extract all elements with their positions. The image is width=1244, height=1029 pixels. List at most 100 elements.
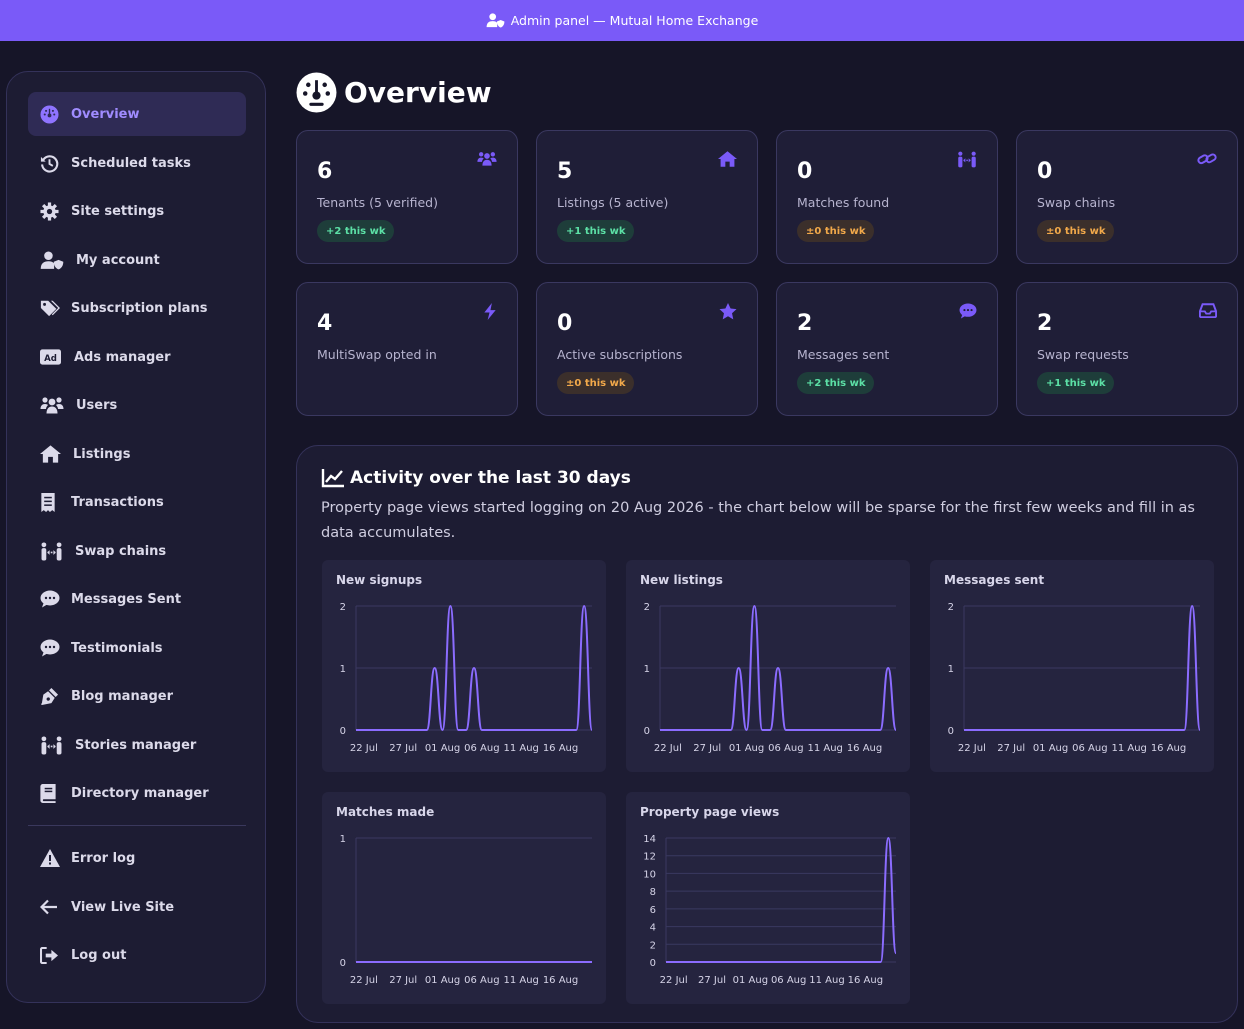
chart-new-listings: New listings 0 1 2 22 Jul 27 Jul 01 Aug 06 Aug…	[626, 560, 910, 772]
page-title-text: Overview	[344, 75, 492, 109]
x-tick-label: 01 Aug	[425, 743, 460, 754]
dashboard-icon	[296, 72, 337, 112]
x-tick-label: 27 Jul	[698, 975, 726, 986]
sidebar-item-label: Swap chains	[75, 543, 167, 559]
stat-badge: +2 this wk	[317, 220, 395, 242]
y-tick-label: 0	[948, 726, 954, 737]
y-tick-label: 2	[650, 940, 656, 951]
user-shield-icon	[40, 250, 64, 269]
sidebar-item-testimonials[interactable]: Testimonials	[28, 626, 246, 670]
sidebar-item-stories-manager[interactable]: Stories manager	[28, 723, 246, 767]
x-tick-label: 22 Jul	[654, 743, 682, 754]
sidebar-divider	[28, 825, 246, 826]
series-line	[964, 604, 1201, 731]
gear-icon	[40, 201, 59, 221]
sidebar: Overview Scheduled tasks Site settings M…	[6, 71, 266, 1003]
stat-label: Matches found	[797, 195, 890, 210]
swap-people-icon	[958, 151, 976, 168]
stat-card-listings: 5 Listings (5 active) +1 this wk	[536, 130, 758, 264]
stat-value: 0	[557, 311, 573, 336]
stat-label: Swap chains	[1037, 195, 1116, 210]
sidebar-item-blog-manager[interactable]: Blog manager	[28, 674, 246, 718]
stat-card-multiswap: 4 MultiSwap opted in	[296, 282, 518, 416]
link-icon	[1197, 153, 1217, 165]
chart-title: New signups	[336, 573, 423, 587]
users-icon	[40, 397, 64, 414]
sidebar-item-transactions[interactable]: Transactions	[28, 480, 246, 524]
svg-text:Ad: Ad	[44, 354, 57, 364]
sidebar-item-listings[interactable]: Listings	[28, 432, 246, 476]
stat-label: Messages sent	[797, 347, 890, 362]
series-line	[660, 604, 897, 732]
x-tick-label: 06 Aug	[464, 975, 499, 986]
stat-card-matches-found: 0 Matches found ±0 this wk	[776, 130, 998, 264]
x-tick-label: 27 Jul	[389, 743, 417, 754]
sidebar-item-label: Blog manager	[71, 688, 174, 704]
sidebar-item-log-out[interactable]: Log out	[28, 933, 246, 977]
sidebar-item-label: Site settings	[71, 203, 165, 219]
sidebar-item-site-settings[interactable]: Site settings	[28, 189, 246, 233]
x-tick-label: 16 Aug	[543, 743, 578, 754]
admin-panel-title: Admin panel — Mutual Home Exchange	[510, 13, 759, 28]
comment-icon	[40, 590, 60, 608]
stat-value: 0	[1037, 159, 1053, 184]
activity-title-text: Activity over the last 30 days	[350, 468, 631, 488]
receipt-icon	[41, 492, 55, 512]
sidebar-item-swap-chains[interactable]: Swap chains	[28, 529, 246, 573]
sign-out-icon	[40, 946, 58, 964]
sidebar-item-error-log[interactable]: Error log	[28, 836, 246, 880]
sidebar-item-messages-sent[interactable]: Messages Sent	[28, 577, 246, 621]
sidebar-item-label: Subscription plans	[71, 300, 208, 316]
sidebar-item-label: Messages Sent	[71, 591, 182, 607]
sidebar-item-label: Stories manager	[75, 737, 197, 753]
sidebar-item-label: Listings	[73, 446, 131, 462]
sidebar-item-my-account[interactable]: My account	[28, 238, 246, 282]
book-icon	[40, 783, 56, 803]
stat-card-tenants: 6 Tenants (5 verified) +2 this wk	[296, 130, 518, 264]
sidebar-item-overview[interactable]: Overview	[28, 92, 246, 136]
y-tick-label: 0	[340, 726, 346, 737]
x-tick-label: 22 Jul	[350, 975, 378, 986]
sidebar-item-view-live-site[interactable]: View Live Site	[28, 885, 246, 929]
y-tick-label: 10	[643, 869, 656, 880]
user-shield-icon	[486, 13, 505, 28]
sidebar-item-label: My account	[76, 252, 160, 268]
home-icon	[718, 151, 737, 167]
sidebar-item-directory-manager[interactable]: Directory manager	[28, 771, 246, 815]
stat-card-active-subscriptions: 0 Active subscriptions ±0 this wk	[536, 282, 758, 416]
line-chart: 0 1 2 22 Jul 27 Jul 01 Aug 06 Aug 11 Aug 16 Aug	[948, 602, 1201, 754]
x-tick-label: 06 Aug	[1072, 743, 1107, 754]
stat-label: Active subscriptions	[557, 347, 683, 362]
sidebar-item-ads-manager[interactable]: Ad Ads manager	[28, 335, 246, 379]
y-tick-label: 2	[340, 602, 346, 613]
chart-title: New listings	[640, 573, 723, 587]
comment-dots-icon	[40, 639, 60, 657]
line-chart: 0 2 4 6 8 10 12 14 22 Jul 27 Jul 01 Aug 06 Aug 11 Au…	[643, 834, 897, 986]
home-icon	[40, 445, 61, 463]
warning-icon	[40, 849, 60, 867]
swap-people-icon	[41, 735, 62, 755]
activity-panel: Activity over the last 30 days Property …	[296, 445, 1238, 1023]
x-tick-label: 27 Jul	[997, 743, 1025, 754]
sidebar-item-scheduled-tasks[interactable]: Scheduled tasks	[28, 141, 246, 185]
top-bar: Admin panel — Mutual Home Exchange	[0, 0, 1244, 41]
stat-badge: +1 this wk	[557, 220, 635, 242]
stat-value: 4	[317, 311, 333, 336]
sidebar-item-subscription-plans[interactable]: Subscription plans	[28, 286, 246, 330]
line-chart: 0 1 22 Jul 27 Jul 01 Aug 06 Aug 11 Aug 16 Aug	[340, 834, 592, 986]
chart-messages-sent: Messages sent 0 1 2 22 Jul 27 Jul 01 Aug 06 Au…	[930, 560, 1214, 772]
y-tick-label: 8	[650, 887, 656, 898]
stat-badge: +1 this wk	[1037, 372, 1115, 394]
y-tick-label: 1	[340, 834, 346, 845]
series-line	[666, 836, 897, 963]
series-line	[356, 604, 593, 732]
x-tick-label: 11 Aug	[809, 975, 844, 986]
chart-line-icon	[321, 469, 344, 488]
line-chart: 0 1 2 22 Jul 27 Jul 01 Aug 06 Aug 11 Aug 16 Aug	[340, 602, 593, 754]
sidebar-item-label: Transactions	[71, 494, 164, 510]
sidebar-item-users[interactable]: Users	[28, 383, 246, 427]
x-tick-label: 16 Aug	[848, 975, 883, 986]
y-tick-label: 6	[650, 905, 656, 916]
y-tick-label: 12	[643, 852, 656, 863]
x-tick-label: 16 Aug	[847, 743, 882, 754]
